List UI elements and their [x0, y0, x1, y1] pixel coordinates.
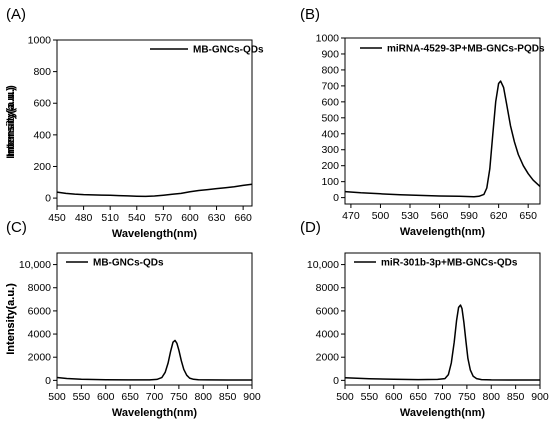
- x-tick-label: 850: [219, 391, 237, 403]
- y-tick-label: 400: [33, 129, 51, 141]
- y-tick-label: 10,000: [307, 259, 339, 271]
- x-tick-label: 600: [181, 212, 199, 224]
- x-tick-label: 650: [519, 210, 537, 222]
- y-tick-label: 1000: [316, 33, 340, 45]
- y-tick-label: 2000: [316, 352, 340, 364]
- x-tick-label: 510: [101, 212, 119, 224]
- legend-label: miR-301b-3p+MB-GNCs-QDs: [381, 258, 518, 269]
- y-tick-label: 4000: [28, 329, 52, 341]
- x-tick-label: 470: [342, 210, 360, 222]
- panel-label: (B): [300, 6, 320, 23]
- y-tick-label: 100: [321, 176, 339, 188]
- x-tick-label: 700: [146, 391, 164, 403]
- y-tick-label: 800: [33, 66, 51, 78]
- plot-frame: [56, 252, 253, 386]
- y-tick-label: 600: [321, 96, 339, 108]
- y-tick-label: 900: [321, 48, 339, 60]
- x-tick-label: 500: [48, 391, 66, 403]
- plot-frame: [344, 252, 541, 386]
- y-tick-label: 700: [321, 80, 339, 92]
- y-tick-label: 0: [45, 193, 51, 205]
- x-tick-label: 480: [75, 212, 93, 224]
- x-tick-label: 850: [507, 391, 525, 403]
- y-tick-label: 800: [321, 64, 339, 76]
- y-tick-label: 10,000: [19, 259, 51, 271]
- y-axis-title: Intensity(a.u.): [5, 85, 17, 157]
- y-tick-label: 0: [333, 375, 339, 387]
- x-tick-label: 800: [194, 391, 212, 403]
- x-tick-label: 650: [409, 391, 427, 403]
- x-tick-label: 560: [431, 210, 449, 222]
- panel-label: (A): [6, 6, 26, 23]
- x-tick-label: 700: [434, 391, 452, 403]
- x-tick-label: 900: [243, 391, 261, 403]
- y-tick-label: 6000: [316, 305, 340, 317]
- y-axis-title: Intensity(a.u.): [5, 87, 17, 159]
- y-tick-label: 1000: [28, 35, 52, 47]
- legend-label: MB-GNCs-QDs: [93, 258, 164, 269]
- x-tick-label: 540: [128, 212, 146, 224]
- x-tick-label: 600: [385, 391, 403, 403]
- x-tick-label: 750: [458, 391, 476, 403]
- x-axis-title: Wavelength(nm): [112, 228, 197, 240]
- y-tick-label: 600: [33, 98, 51, 110]
- panel-label: (C): [6, 219, 27, 236]
- x-tick-label: 590: [460, 210, 478, 222]
- chart-panel: (A) 450 480 510 540 570 600 630 660 0 200 400 600 800…: [5, 6, 264, 240]
- y-axis-title: Intensity(a.u.): [5, 283, 17, 355]
- plot-frame: [344, 37, 541, 205]
- x-tick-label: 600: [97, 391, 115, 403]
- x-tick-label: 550: [361, 391, 379, 403]
- y-tick-label: 8000: [28, 282, 52, 294]
- x-tick-label: 800: [482, 391, 500, 403]
- x-tick-label: 660: [234, 212, 252, 224]
- x-tick-label: 570: [155, 212, 173, 224]
- series-line: [56, 339, 252, 381]
- y-tick-label: 0: [45, 375, 51, 387]
- x-axis-title: Wavelength(nm): [400, 226, 485, 238]
- y-tick-label: 300: [321, 144, 339, 156]
- series-line: [344, 304, 540, 381]
- x-tick-label: 750: [170, 391, 188, 403]
- y-tick-label: 8000: [316, 282, 340, 294]
- x-axis-title: Wavelength(nm): [400, 407, 485, 419]
- x-axis-title: Wavelength(nm): [112, 407, 197, 419]
- panel-label: (D): [300, 219, 321, 236]
- x-tick-label: 650: [121, 391, 139, 403]
- x-tick-label: 450: [48, 212, 66, 224]
- chart-panel: (D) 500 550 600 650 700 750 800 850 900 0 2000 4000 6…: [5, 219, 549, 419]
- series-line: [56, 183, 253, 198]
- y-tick-label: 2000: [28, 352, 52, 364]
- y-tick-label: 200: [321, 160, 339, 172]
- chart-panel: (C) 500 550 600 650 700 750 800 850 900 0 2000 4000 6…: [5, 219, 261, 419]
- x-tick-label: 500: [336, 391, 354, 403]
- y-tick-label: 500: [321, 112, 339, 124]
- legend-label: MB-GNCs-QDs: [193, 45, 264, 56]
- legend-label: miRNA-4529-3P+MB-GNCs-PQDs: [387, 44, 545, 55]
- x-tick-label: 500: [372, 210, 390, 222]
- x-tick-label: 900: [531, 391, 549, 403]
- y-tick-label: 200: [33, 161, 51, 173]
- x-tick-label: 630: [208, 212, 226, 224]
- x-tick-label: 530: [401, 210, 419, 222]
- series-line: [344, 80, 541, 198]
- x-tick-label: 620: [490, 210, 508, 222]
- y-tick-label: 400: [321, 128, 339, 140]
- y-tick-label: 0: [333, 192, 339, 204]
- y-tick-label: 6000: [28, 305, 52, 317]
- x-tick-label: 550: [73, 391, 91, 403]
- y-tick-label: 4000: [316, 329, 340, 341]
- y-axis-title: Intensity(a.u.): [5, 283, 17, 355]
- chart-panel: (B) 470 500 530 560 590 620 650 0 100 200 300 400 500…: [5, 6, 545, 238]
- plot-frame: [56, 39, 253, 207]
